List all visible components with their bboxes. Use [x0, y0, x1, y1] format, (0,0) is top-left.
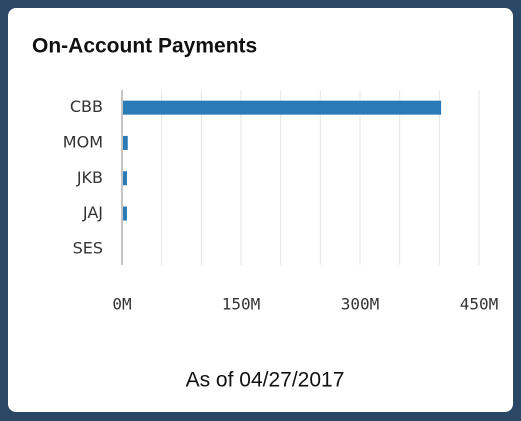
x-tick-label: 150M	[222, 295, 261, 314]
bar	[123, 171, 127, 186]
footer: As of 04/27/2017	[186, 369, 345, 392]
bar	[123, 135, 128, 150]
category-label: JAJ	[82, 203, 103, 222]
bar	[123, 206, 127, 221]
category-label: JKB	[76, 168, 103, 187]
bar	[123, 100, 442, 115]
x-tick-label: 300M	[341, 295, 380, 314]
x-tick-label: 450M	[460, 295, 499, 314]
tile[interactable]	[8, 8, 513, 412]
category-label: MOM	[63, 132, 103, 151]
category-label: SES	[73, 238, 103, 257]
chart-title: On-Account Payments	[32, 35, 257, 58]
category-label: CBB	[70, 97, 103, 116]
x-tick-label: 0M	[112, 295, 131, 314]
